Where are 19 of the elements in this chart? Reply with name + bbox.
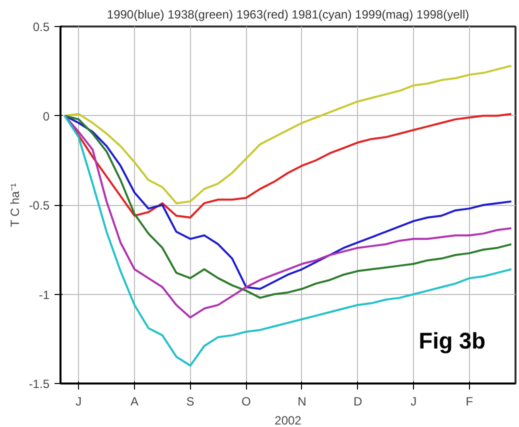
x-tick-label: A [130,394,138,408]
x-tick-label: S [186,394,194,408]
y-tick-label: 0 [42,109,50,124]
x-tick-label: J [76,394,82,408]
line-series [64,64,512,204]
x-tick-label: J [410,394,417,408]
line-series [64,114,512,367]
x-tick-label: O [241,394,251,408]
x-tick-label: D [353,394,362,408]
chart-title: 1990(blue) 1938(green) 1963(red) 1981(cyan) 1999(mag) 1998(yell) [106,8,470,22]
annotation: Fig 3b [418,328,486,354]
y-tick-label: 0.5 [32,20,50,34]
y-tick-label: -1.5 [28,377,50,391]
y-tick-label: -1 [38,288,50,302]
x-tick-label: F [466,394,474,408]
x-tick-label: N [298,394,306,408]
y-axis-title: T C ha⁻¹ [8,183,22,228]
x-axis-title: 2002 [274,414,302,427]
y-tick-label: -0.5 [28,198,50,212]
